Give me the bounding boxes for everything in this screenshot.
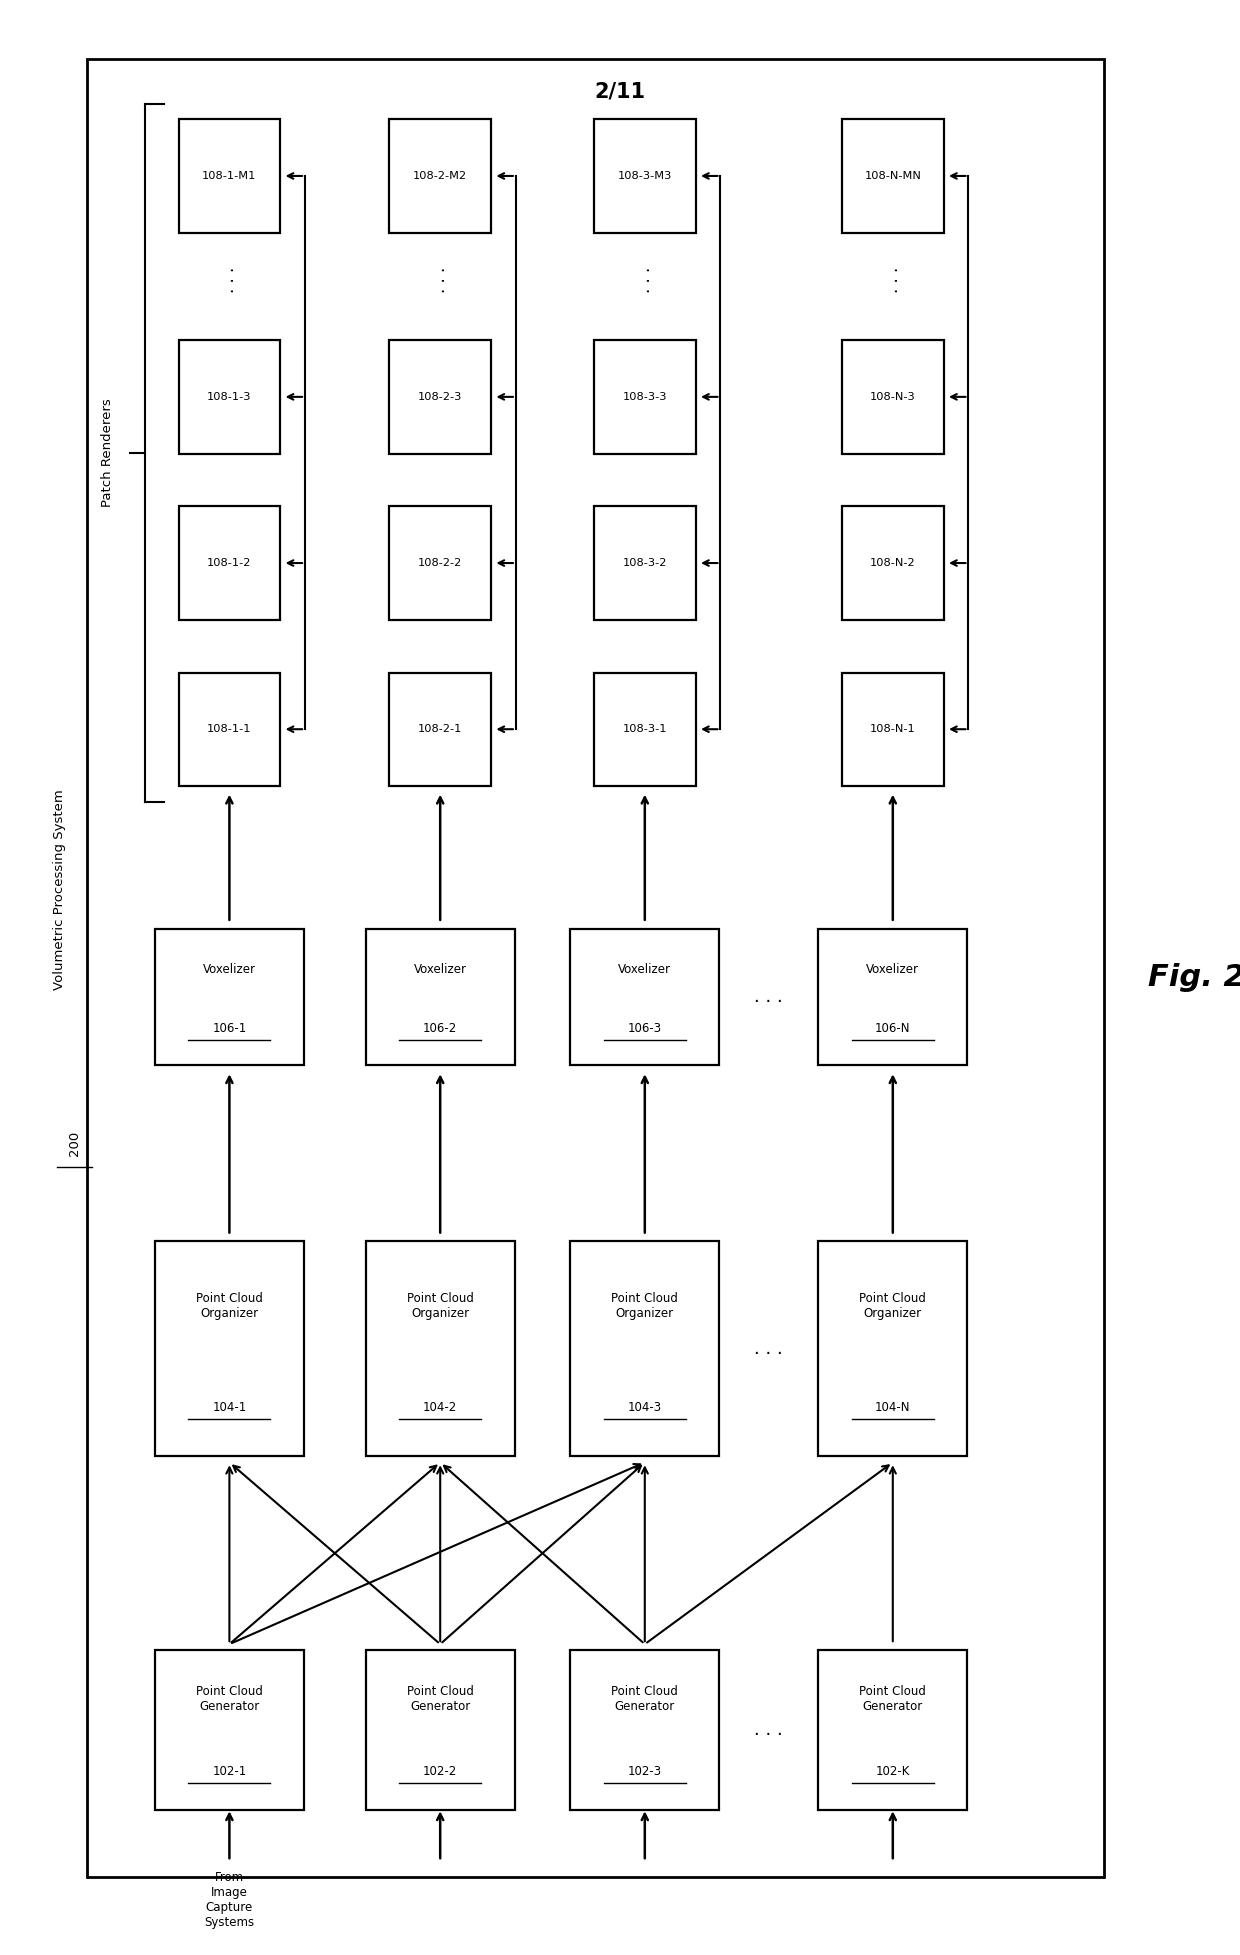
Text: 108-2-2: 108-2-2 [418,557,463,569]
Text: 102-K: 102-K [875,1765,910,1777]
Bar [366,929,515,1065]
Text: 102-3: 102-3 [627,1765,662,1777]
Text: Volumetric Processing System: Volumetric Processing System [53,790,66,989]
Text: 108-N-1: 108-N-1 [870,723,915,735]
Text: 108-1-3: 108-1-3 [207,391,252,403]
Text: Patch Renderers: Patch Renderers [102,399,114,506]
Text: 108-N-MN: 108-N-MN [864,170,921,182]
Bar [842,340,944,454]
Text: 106-1: 106-1 [212,1022,247,1034]
Bar [179,506,280,620]
Bar [818,1241,967,1456]
Text: 108-3-2: 108-3-2 [622,557,667,569]
Text: 108-3-1: 108-3-1 [622,723,667,735]
Bar [179,119,280,233]
Text: 106-2: 106-2 [423,1022,458,1034]
Text: Point Cloud
Generator: Point Cloud Generator [859,1685,926,1713]
Text: 108-2-3: 108-2-3 [418,391,463,403]
Text: 102-1: 102-1 [212,1765,247,1777]
Bar [366,1650,515,1810]
Bar [594,673,696,786]
Text: 108-2-1: 108-2-1 [418,723,463,735]
Bar [570,1650,719,1810]
Text: Point Cloud
Generator: Point Cloud Generator [196,1685,263,1713]
Text: 104-2: 104-2 [423,1402,458,1413]
Bar [155,1241,304,1456]
Text: . . .: . . . [636,266,653,293]
Text: Point Cloud
Organizer: Point Cloud Organizer [859,1292,926,1320]
Bar [87,59,1104,1877]
Text: 108-2-M2: 108-2-M2 [413,170,467,182]
Text: 108-N-2: 108-N-2 [870,557,915,569]
Bar [818,1650,967,1810]
Text: 108-1-M1: 108-1-M1 [202,170,257,182]
Bar [594,340,696,454]
Bar [594,119,696,233]
Text: . . .: . . . [221,266,238,293]
Bar [366,1241,515,1456]
Bar [389,119,491,233]
Text: 108-3-M3: 108-3-M3 [618,170,672,182]
Text: Voxelizer: Voxelizer [203,964,255,976]
Text: . . .: . . . [884,266,901,293]
Text: Voxelizer: Voxelizer [414,964,466,976]
Text: 108-1-2: 108-1-2 [207,557,252,569]
Text: 2/11: 2/11 [594,82,646,102]
Text: 104-1: 104-1 [212,1402,247,1413]
Text: 108-1-1: 108-1-1 [207,723,252,735]
Text: From
Image
Capture
Systems: From Image Capture Systems [205,1871,254,1930]
Bar [594,506,696,620]
Text: . . .: . . . [754,987,784,1007]
Text: Point Cloud
Generator: Point Cloud Generator [407,1685,474,1713]
Bar [389,340,491,454]
Text: 102-2: 102-2 [423,1765,458,1777]
Bar [570,929,719,1065]
Text: . . .: . . . [754,1339,784,1359]
Text: 104-N: 104-N [875,1402,910,1413]
Bar [570,1241,719,1456]
Bar [842,119,944,233]
Text: . . .: . . . [432,266,449,293]
Text: 200: 200 [68,1132,81,1155]
Text: 106-3: 106-3 [627,1022,662,1034]
Text: Point Cloud
Organizer: Point Cloud Organizer [407,1292,474,1320]
Bar [155,929,304,1065]
Bar [179,340,280,454]
Bar [818,929,967,1065]
Text: 104-3: 104-3 [627,1402,662,1413]
Bar [842,673,944,786]
Text: Voxelizer: Voxelizer [867,964,919,976]
Text: 106-N: 106-N [875,1022,910,1034]
Text: Voxelizer: Voxelizer [619,964,671,976]
Text: Point Cloud
Generator: Point Cloud Generator [611,1685,678,1713]
Text: 108-N-3: 108-N-3 [870,391,915,403]
Text: . . .: . . . [754,1720,784,1740]
Bar [842,506,944,620]
Text: 108-3-3: 108-3-3 [622,391,667,403]
Bar [155,1650,304,1810]
Bar [179,673,280,786]
Bar [389,506,491,620]
Text: Point Cloud
Organizer: Point Cloud Organizer [196,1292,263,1320]
Text: Fig. 2: Fig. 2 [1148,964,1240,991]
Bar [389,673,491,786]
Text: Point Cloud
Organizer: Point Cloud Organizer [611,1292,678,1320]
